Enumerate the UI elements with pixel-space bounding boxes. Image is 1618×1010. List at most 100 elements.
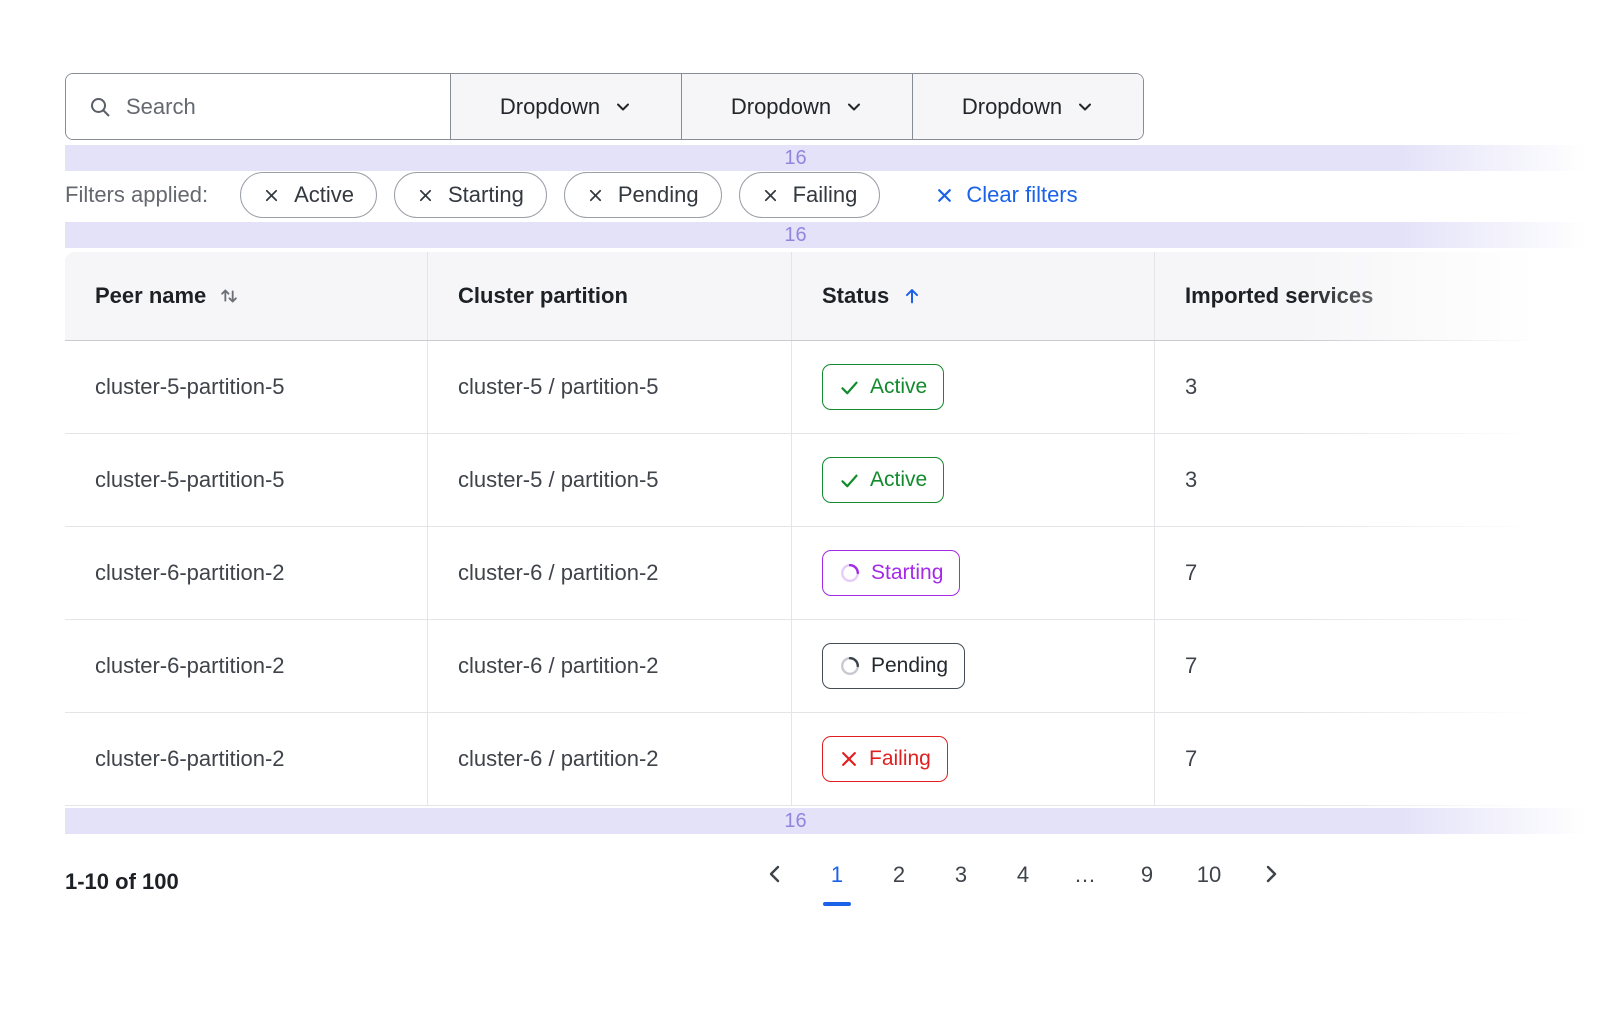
column-header-cluster-partition[interactable]: Cluster partition	[428, 252, 792, 340]
dropdown-button-1[interactable]: Dropdown	[450, 74, 681, 139]
remove-filter-icon	[762, 187, 779, 204]
status-cell: Starting	[792, 527, 1155, 619]
page-button-10[interactable]: 10	[1189, 850, 1229, 890]
filter-chip-label: Failing	[792, 182, 858, 207]
status-cell: Active	[792, 434, 1155, 526]
page-number: 2	[892, 862, 906, 887]
page-ellipsis: …	[1065, 850, 1105, 890]
filter-chip-active[interactable]: Active	[240, 172, 377, 218]
status-label: Active	[870, 468, 928, 491]
spacing-size-label: 16	[784, 223, 807, 246]
filter-chip-label: Active	[294, 182, 354, 207]
table-row[interactable]: cluster-5-partition-5 cluster-5 / partit…	[65, 341, 1618, 434]
dropdown-label: Dropdown	[499, 93, 601, 119]
page-button-9[interactable]: 9	[1127, 850, 1167, 890]
check-icon	[839, 470, 860, 491]
filter-chip-pending[interactable]: Pending	[563, 172, 722, 218]
page-number: 3	[954, 862, 968, 887]
chevron-down-icon	[845, 98, 863, 116]
chevron-down-icon	[614, 98, 632, 116]
pager: 1 2 3 4 … 9 10	[755, 850, 1291, 906]
previous-page-button[interactable]	[755, 850, 795, 884]
page-button-2[interactable]: 2	[879, 850, 919, 890]
pagination-bar: 1-10 of 100 1 2 3 4 … 9	[65, 850, 1553, 914]
ellipsis-label: …	[1074, 862, 1096, 887]
peer-name-cell: cluster-5-partition-5	[65, 434, 428, 526]
table-row[interactable]: cluster-5-partition-5 cluster-5 / partit…	[65, 434, 1618, 527]
dropdown-label: Dropdown	[961, 93, 1063, 119]
remove-filter-icon	[417, 187, 434, 204]
clear-filters-icon	[935, 186, 954, 205]
status-label: Active	[870, 375, 928, 398]
filters-applied-label: Filters applied:	[65, 182, 209, 207]
imported-services-cell: 3	[1185, 467, 1198, 492]
page-number: 9	[1140, 862, 1154, 887]
current-page-underline	[823, 902, 851, 906]
imported-services-cell: 7	[1185, 653, 1198, 678]
spacing-size-label: 16	[784, 809, 807, 832]
search-input[interactable]	[126, 93, 428, 120]
page-button-3[interactable]: 3	[941, 850, 981, 890]
cluster-partition-cell: cluster-6 / partition-2	[428, 713, 792, 805]
peer-name-cell: cluster-6-partition-2	[65, 620, 428, 712]
column-header-peer-name[interactable]: Peer name	[65, 252, 428, 340]
spacing-annotation-bar: 16	[65, 145, 1618, 171]
page-button-4[interactable]: 4	[1003, 850, 1043, 890]
status-cell: Pending	[792, 620, 1155, 712]
imported-services-cell: 3	[1185, 374, 1198, 399]
status-badge-active: Active	[822, 364, 945, 410]
table-row[interactable]: cluster-6-partition-2 cluster-6 / partit…	[65, 527, 1618, 620]
column-header-imported-services[interactable]: Imported services	[1155, 252, 1618, 340]
spinner-icon	[839, 655, 861, 677]
search-box[interactable]	[66, 74, 450, 139]
cluster-partition-cell: cluster-5 / partition-5	[428, 341, 792, 433]
status-label: Pending	[871, 654, 949, 677]
page-number: 10	[1196, 862, 1222, 887]
column-label: Peer name	[95, 283, 207, 308]
column-label: Status	[822, 283, 890, 308]
page-button-1[interactable]: 1	[817, 850, 857, 906]
spacing-annotation-bar: 16	[65, 222, 1618, 248]
table-row[interactable]: cluster-6-partition-2 cluster-6 / partit…	[65, 620, 1618, 713]
column-label: Cluster partition	[458, 283, 628, 308]
check-icon	[839, 377, 860, 398]
peers-table: Peer name Cluster partition Status	[65, 252, 1618, 806]
table-row[interactable]: cluster-6-partition-2 cluster-6 / partit…	[65, 713, 1618, 806]
dropdown-label: Dropdown	[730, 93, 832, 119]
filter-chip-failing[interactable]: Failing	[738, 172, 881, 218]
status-label: Failing	[869, 747, 931, 770]
clear-filters-button[interactable]: Clear filters	[935, 182, 1078, 208]
filter-toolbar: Dropdown Dropdown Dropdown	[65, 73, 1144, 140]
clear-filters-label: Clear filters	[966, 182, 1078, 207]
remove-filter-icon	[587, 187, 604, 204]
imported-services-cell: 7	[1185, 560, 1198, 585]
sort-arrows-icon	[218, 285, 240, 307]
column-label: Imported services	[1185, 283, 1374, 308]
filter-chip-label: Pending	[617, 182, 699, 207]
page-number: 4	[1016, 862, 1030, 887]
table-header-row: Peer name Cluster partition Status	[65, 252, 1618, 341]
status-badge-active: Active	[822, 457, 945, 503]
cluster-partition-cell: cluster-6 / partition-2	[428, 620, 792, 712]
dropdown-button-3[interactable]: Dropdown	[912, 74, 1143, 139]
status-badge-starting: Starting	[822, 550, 961, 596]
filter-chip-label: Starting	[448, 182, 524, 207]
sort-ascending-icon	[901, 285, 923, 307]
dropdown-button-2[interactable]: Dropdown	[681, 74, 912, 139]
peer-name-cell: cluster-6-partition-2	[65, 527, 428, 619]
applied-filters-row: Filters applied: Active Starting Pending…	[65, 172, 1078, 218]
peer-name-cell: cluster-6-partition-2	[65, 713, 428, 805]
status-badge-failing: Failing	[822, 736, 948, 782]
imported-services-cell: 7	[1185, 746, 1198, 771]
spinner-icon	[839, 562, 861, 584]
column-header-status[interactable]: Status	[792, 252, 1155, 340]
cluster-partition-cell: cluster-5 / partition-5	[428, 434, 792, 526]
x-icon	[839, 749, 859, 769]
status-cell: Active	[792, 341, 1155, 433]
filter-chip-starting[interactable]: Starting	[394, 172, 547, 218]
search-icon	[88, 95, 112, 119]
next-page-button[interactable]	[1251, 850, 1291, 884]
remove-filter-icon	[263, 187, 280, 204]
results-summary: 1-10 of 100	[65, 869, 179, 894]
